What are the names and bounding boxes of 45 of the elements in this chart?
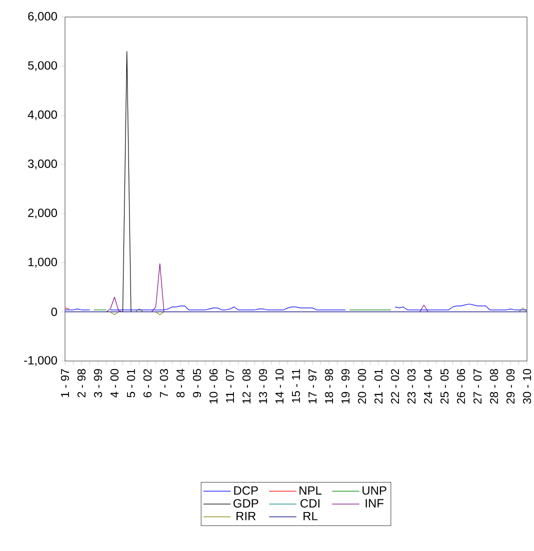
- legend-label: DCP: [234, 486, 258, 495]
- x-tick-label: 4 - 00: [110, 368, 119, 398]
- y-tick-label: 5,000: [28, 61, 58, 72]
- legend-label: INF: [366, 499, 384, 508]
- x-tick-label: 7 - 03: [160, 369, 168, 398]
- x-tick-label: 17 - 97: [308, 369, 317, 404]
- x-tick-label: 21 - 01: [374, 369, 383, 404]
- y-tick-label: 0: [51, 308, 58, 316]
- x-tick-label: 1 - 97: [60, 369, 70, 397]
- x-tick-label: 2 - 98: [77, 369, 86, 398]
- legend-label: CDI: [300, 499, 320, 508]
- x-tick-label: 28 - 08: [490, 369, 498, 404]
- x-tick-label: 29 - 09: [506, 369, 515, 404]
- y-tick-label: 1,000: [28, 258, 58, 268]
- legend-label: RIR: [236, 512, 256, 520]
- legend-label: UNP: [362, 486, 386, 495]
- y-tick-label: 2,000: [28, 208, 58, 219]
- x-tick-label: 18 - 98: [324, 369, 334, 404]
- x-tick-label: 14 - 10: [275, 368, 284, 404]
- y-tick-label: 6,000: [28, 12, 58, 22]
- x-tick-label: 3 - 99: [94, 369, 102, 398]
- x-tick-label: 24 - 04: [424, 368, 432, 404]
- x-tick-label: 22 - 02: [390, 369, 400, 404]
- legend-label: RL: [304, 512, 318, 520]
- x-tick-label: 9 - 05: [192, 369, 202, 398]
- x-tick-label: 13 - 09: [258, 369, 268, 404]
- y-tick-label: -1,000: [24, 356, 58, 366]
- y-tick-label: 3,000: [28, 159, 58, 170]
- y-tick-label: 4,000: [28, 110, 58, 120]
- x-tick-label: 8 - 04: [176, 368, 185, 398]
- x-tick-label: 25 - 05: [440, 369, 449, 404]
- x-tick-label: 15 - 11: [292, 369, 300, 402]
- legend-label: GDP: [234, 499, 258, 508]
- x-tick-label: 12 - 08: [242, 369, 251, 404]
- x-tick-label: 26 - 06: [456, 369, 466, 404]
- x-tick-label: 19 - 99: [341, 369, 350, 404]
- x-tick-label: 6 - 02: [143, 369, 152, 398]
- x-tick-label: 20 - 00: [358, 368, 366, 404]
- x-tick-label: 27 - 07: [473, 369, 482, 404]
- x-tick-label: 10 - 06: [209, 369, 218, 404]
- x-tick-label: 30 - 10: [522, 368, 532, 404]
- x-tick-label: 11 - 07: [226, 369, 234, 402]
- x-tick-label: 23 - 03: [407, 369, 416, 404]
- x-tick-label: 5 - 01: [126, 369, 136, 398]
- legend-label: NPL: [300, 486, 322, 495]
